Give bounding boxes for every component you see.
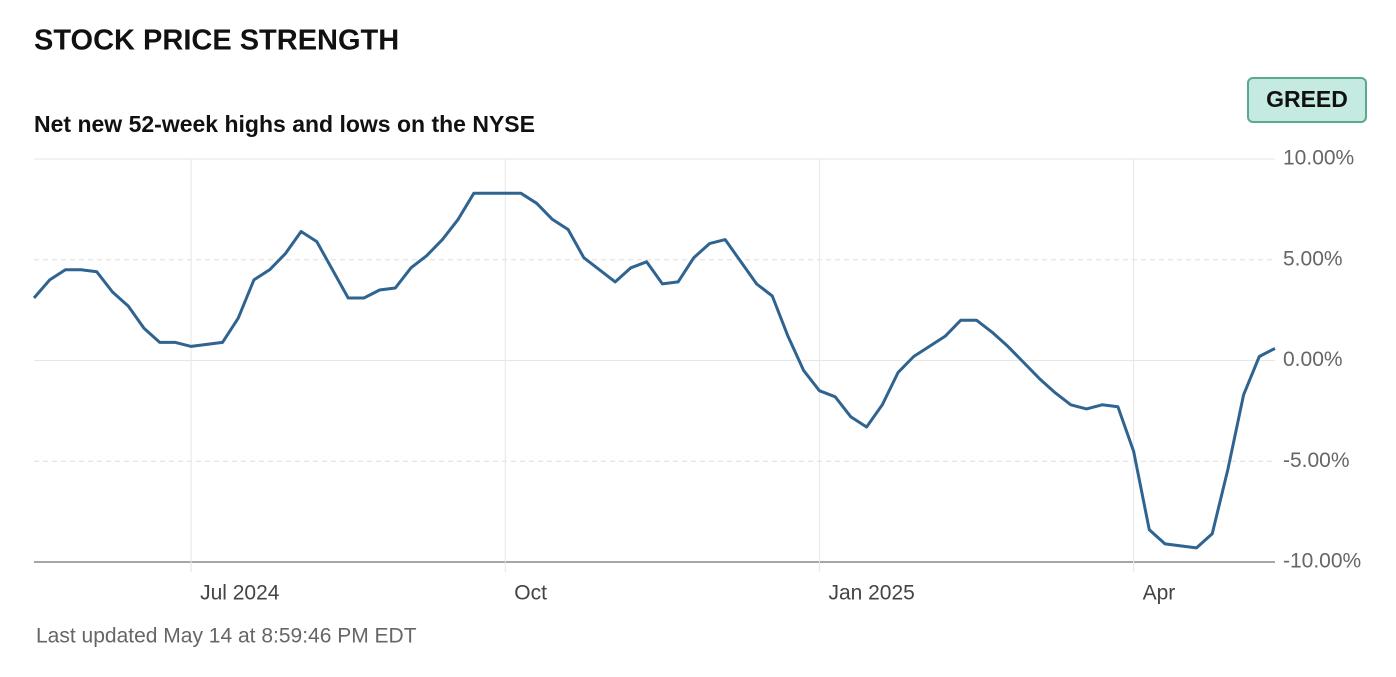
badge: GREED	[1266, 86, 1348, 112]
x-tick-label: Jan 2025	[828, 582, 914, 605]
line	[32, 191, 1276, 550]
x-tick-label: Jul 2024	[200, 582, 280, 605]
y-tick-label: 10.00%	[1283, 147, 1354, 170]
y-tick-label: -5.00%	[1283, 449, 1350, 472]
chart-title: STOCK PRICE STRENGTH	[34, 25, 399, 57]
badge-box	[1247, 77, 1367, 123]
x-tick-label: Oct	[514, 582, 547, 605]
footnote: Last updated May 14 at 8:59:46 PM EDT	[36, 625, 417, 648]
x-tick-label: Apr	[1143, 582, 1176, 605]
y-tick-label: -10.00%	[1283, 550, 1361, 573]
y-tick-label: 5.00%	[1283, 247, 1343, 270]
y-tick-label: 0.00%	[1283, 348, 1343, 371]
chart-subtitle: Net new 52-week highs and lows on the NY…	[34, 111, 535, 137]
